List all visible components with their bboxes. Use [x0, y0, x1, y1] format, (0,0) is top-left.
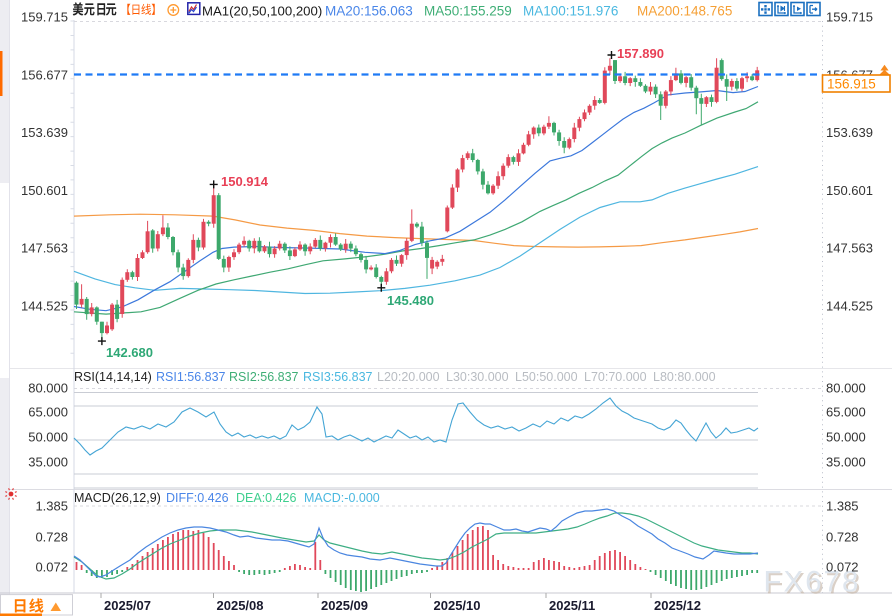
svg-text:RSI2:56.837: RSI2:56.837 — [229, 370, 299, 384]
svg-text:150.601: 150.601 — [21, 183, 68, 198]
svg-text:MACD(26,12,9): MACD(26,12,9) — [74, 491, 161, 505]
svg-text:0.072: 0.072 — [826, 560, 859, 575]
svg-text:MACD:-0.000: MACD:-0.000 — [304, 491, 380, 505]
svg-text:35.000: 35.000 — [826, 455, 866, 470]
svg-text:0.728: 0.728 — [35, 530, 68, 545]
svg-text:1.385: 1.385 — [826, 499, 859, 514]
svg-text:153.639: 153.639 — [21, 125, 68, 140]
svg-text:RSI3:56.837: RSI3:56.837 — [303, 370, 373, 384]
svg-text:65.000: 65.000 — [28, 405, 68, 420]
svg-text:142.680: 142.680 — [106, 345, 153, 360]
svg-text:DIFF:0.426: DIFF:0.426 — [166, 491, 229, 505]
svg-text:2025/08: 2025/08 — [217, 598, 264, 613]
svg-text:2025/11: 2025/11 — [549, 598, 595, 613]
svg-text:35.000: 35.000 — [28, 455, 68, 470]
svg-text:147.563: 147.563 — [826, 241, 873, 256]
svg-text:159.715: 159.715 — [826, 10, 873, 25]
svg-text:50.000: 50.000 — [28, 430, 68, 445]
svg-text:50.000: 50.000 — [826, 430, 866, 445]
svg-text:RSI(14,14,14): RSI(14,14,14) — [74, 370, 152, 384]
svg-text:MA200:148.765: MA200:148.765 — [637, 4, 732, 19]
svg-text:145.480: 145.480 — [387, 293, 434, 308]
svg-text:FX678: FX678 — [764, 566, 861, 599]
svg-text:MA1(20,50,100,200): MA1(20,50,100,200) — [202, 4, 322, 19]
svg-text:FX678: FX678 — [766, 568, 863, 601]
svg-text:157.890: 157.890 — [617, 46, 664, 61]
svg-text:L30:30.000: L30:30.000 — [446, 370, 509, 384]
svg-text:L70:70.000: L70:70.000 — [584, 370, 647, 384]
svg-text:0.072: 0.072 — [35, 560, 68, 575]
svg-text:RSI1:56.837: RSI1:56.837 — [156, 370, 226, 384]
svg-text:150.601: 150.601 — [826, 183, 873, 198]
svg-text:L80:80.000: L80:80.000 — [653, 370, 716, 384]
svg-text:MA100:151.976: MA100:151.976 — [523, 4, 618, 19]
svg-text:153.639: 153.639 — [826, 125, 873, 140]
svg-text:1.385: 1.385 — [35, 499, 68, 514]
svg-text:156.915: 156.915 — [827, 77, 876, 92]
svg-text:159.715: 159.715 — [21, 10, 68, 25]
svg-text:L20:20.000: L20:20.000 — [377, 370, 440, 384]
svg-text:0.728: 0.728 — [826, 530, 859, 545]
svg-text:156.677: 156.677 — [21, 67, 68, 82]
svg-text:2025/12: 2025/12 — [654, 598, 701, 613]
svg-text:2025/10: 2025/10 — [434, 598, 481, 613]
svg-text:150.914: 150.914 — [221, 174, 269, 189]
svg-text:MA20:156.063: MA20:156.063 — [325, 4, 413, 19]
svg-text:2025/07: 2025/07 — [104, 598, 151, 613]
svg-text:MA50:155.259: MA50:155.259 — [424, 4, 512, 19]
svg-text:80.000: 80.000 — [28, 381, 68, 396]
svg-text:L50:50.000: L50:50.000 — [515, 370, 578, 384]
svg-text:144.525: 144.525 — [826, 299, 873, 314]
svg-text:2025/09: 2025/09 — [321, 598, 368, 613]
svg-text:65.000: 65.000 — [826, 405, 866, 420]
svg-text:80.000: 80.000 — [826, 381, 866, 396]
svg-text:147.563: 147.563 — [21, 241, 68, 256]
svg-text:144.525: 144.525 — [21, 299, 68, 314]
svg-text:DEA:0.426: DEA:0.426 — [236, 491, 297, 505]
